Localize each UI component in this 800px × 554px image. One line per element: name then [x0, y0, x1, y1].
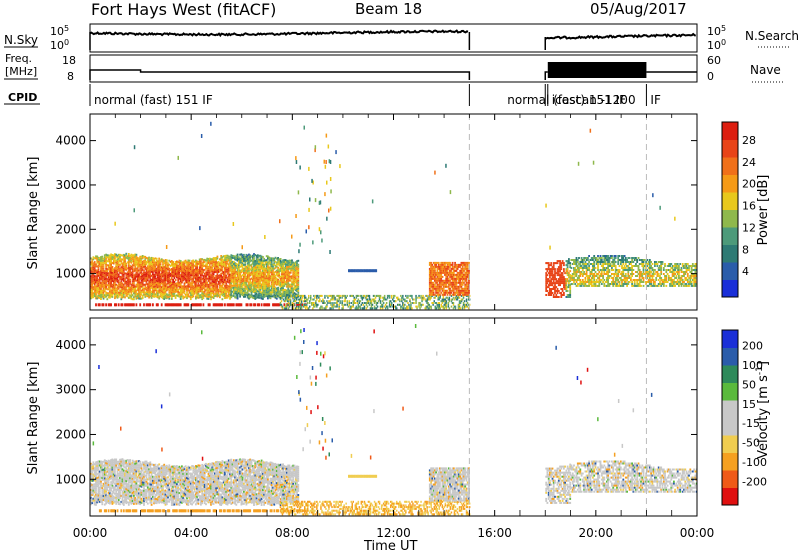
time-axis: 00:00 04:00 08:00 12:00 16:00 20:00 00:00	[73, 114, 715, 540]
colorbar-swatch	[722, 417, 738, 436]
colorbar-swatch	[722, 209, 738, 228]
colorbar-swatch	[722, 122, 738, 140]
colorbar-swatch	[722, 227, 738, 245]
time-axis-label: Time UT	[363, 539, 417, 554]
cpid-segment-label: icescan -1200	[552, 93, 636, 107]
velocity-y-axis-label: Slant Range [km]	[26, 362, 41, 475]
colorbar-swatch	[722, 487, 738, 506]
colorbar-swatch	[722, 262, 738, 280]
colorbar-tick-label: -15	[742, 417, 760, 430]
nsky-tick-low: 100	[50, 38, 69, 53]
colorbar-swatch	[722, 435, 738, 453]
cpid-row: normal (fast) 151 IF normal (fast) 151 IF…	[89, 84, 661, 107]
colorbar-swatch	[722, 452, 738, 471]
nsky-label: N.Sky	[4, 33, 38, 47]
power-colorbar: 28 24 20 16 12 8 4	[721, 121, 756, 298]
nsky-tick-high: 105	[50, 24, 69, 39]
colorbar-tick-label: 24	[742, 156, 756, 169]
colorbar-swatch	[722, 279, 738, 298]
colorbar-tick-label: 100	[742, 359, 763, 372]
nsearch-tick-low: 100	[707, 38, 726, 53]
beam-label: Beam 18	[355, 0, 423, 18]
velocity-colorbar: 200 100 50 15 -15 -50 -100 -200	[721, 329, 767, 506]
freq-label: Freq.	[5, 52, 32, 65]
cpid-label: CPID	[8, 91, 37, 104]
frequency-trace	[89, 62, 697, 80]
time-tick-label: 16:00	[477, 526, 512, 540]
nave-block	[547, 62, 647, 78]
colorbar-frame	[721, 329, 739, 506]
colorbar-tick-label: 16	[742, 200, 756, 213]
nsearch-label: N.Search	[745, 29, 799, 43]
date-label: 05/Aug/2017	[590, 0, 687, 18]
nave-label: Nave	[750, 63, 781, 77]
colorbar-tick-label: 12	[742, 221, 756, 234]
time-tick-label: 04:00	[174, 526, 209, 540]
colorbar-swatch	[722, 347, 738, 366]
colorbar-tick-label: -50	[742, 437, 760, 450]
colorbar-tick-label: 200	[742, 339, 763, 352]
colorbar-tick-label: 28	[742, 134, 756, 147]
station-title: Fort Hays West (fitACF)	[91, 0, 277, 19]
freq-line-1	[89, 69, 471, 80]
time-tick-label: 00:00	[73, 526, 108, 540]
colorbar-swatch	[722, 139, 738, 158]
colorbar-swatch	[722, 192, 738, 210]
time-tick-label: 08:00	[275, 526, 310, 540]
power-y-axis-label: Slant Range [km]	[26, 157, 41, 270]
freq-line-2	[544, 71, 697, 80]
nsky-panel-frame	[89, 23, 698, 53]
colorbar-tick-label: 15	[742, 398, 756, 411]
colorbar-swatch	[722, 470, 738, 488]
velocity-colorbar-label: Velocity [m s-1]	[755, 361, 771, 459]
colorbar-swatch	[722, 330, 738, 348]
nsearch-tick-high: 105	[707, 24, 726, 39]
colorbar-swatch	[722, 244, 738, 263]
colorbar-swatch	[722, 382, 738, 401]
cpid-segment-label: normal (fast) 151 IF	[507, 93, 626, 107]
colorbar-tick-label: 20	[742, 178, 756, 191]
nsky-line-1	[89, 29, 469, 38]
parameter-strips: N.Sky 105 100 105 100 N.Search Freq. [MH…	[4, 23, 799, 107]
colorbar-tick-label: 50	[742, 378, 756, 391]
time-tick-label: 00:00	[680, 526, 715, 540]
velocity-cells	[90, 318, 698, 516]
time-tick-label: 20:00	[579, 526, 614, 540]
power-cells	[90, 114, 698, 310]
nave-tick-low: 0	[707, 70, 714, 83]
colorbar-frame	[721, 121, 739, 298]
time-tick-label: 12:00	[376, 526, 411, 540]
colorbar-swatch	[722, 365, 738, 383]
freq-unit-label: [MHz]	[5, 65, 37, 78]
colorbar-tick-label: -100	[742, 456, 767, 469]
cpid-segment-label: IF	[650, 93, 661, 107]
colorbar-swatch	[722, 157, 738, 175]
power-colorbar-label: Power [dB]	[756, 175, 771, 246]
colorbar-swatch	[722, 400, 738, 418]
nsky-trace	[89, 29, 697, 50]
cpid-segment-label: normal (fast) 151 IF	[94, 93, 213, 107]
colorbar-tick-label: 8	[742, 243, 749, 256]
freq-tick-high: 18	[62, 54, 76, 67]
nave-tick-high: 60	[707, 54, 721, 67]
nsky-line-2	[544, 32, 697, 40]
colorbar-tick-label: -200	[742, 476, 767, 489]
colorbar-swatch	[722, 174, 738, 193]
colorbar-tick-label: 4	[742, 265, 749, 278]
freq-panel-frame	[89, 54, 698, 83]
freq-tick-low: 8	[67, 70, 74, 83]
